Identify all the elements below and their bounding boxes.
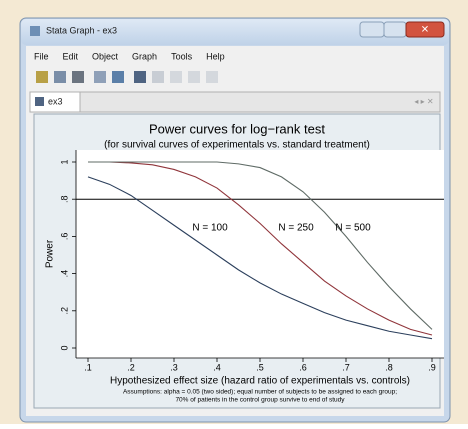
y-tick-label: .6	[59, 233, 69, 241]
close-icon: ✕	[421, 25, 429, 36]
series-line	[88, 161, 433, 330]
toolbar-button[interactable]	[94, 71, 106, 83]
note: Assumptions: alpha = 0.05 (two sided); e…	[123, 389, 397, 396]
plot-region	[76, 150, 444, 358]
y-tick-label: 0	[59, 345, 69, 350]
chart-subtitle: (for survival curves of experimentals vs…	[104, 140, 370, 151]
y-tick-label: .4	[59, 270, 69, 278]
tab-icon	[35, 97, 44, 106]
menu-item[interactable]: Tools	[171, 51, 193, 61]
tab-label: ex3	[48, 96, 63, 106]
toolbar-button[interactable]	[54, 71, 66, 83]
toolbar-button[interactable]	[134, 71, 146, 83]
menu-item[interactable]: Help	[206, 51, 225, 61]
toolbar-button[interactable]	[112, 71, 124, 83]
toolbar-button[interactable]	[188, 71, 200, 83]
series-label: N = 250	[278, 223, 314, 234]
x-tick-label: .8	[385, 362, 393, 372]
y-tick-label: .8	[59, 195, 69, 203]
app-icon	[30, 26, 40, 36]
x-axis-label: Hypothesized effect size (hazard ratio o…	[110, 376, 410, 387]
series-label: N = 500	[335, 223, 371, 234]
toolbar	[36, 71, 218, 83]
close-button[interactable]	[405, 21, 445, 38]
x-tick-label: .2	[127, 362, 135, 372]
toolbar-button[interactable]	[206, 71, 218, 83]
x-tick-label: .5	[256, 362, 264, 372]
y-axis-label: Power	[45, 239, 56, 268]
series-line	[87, 176, 433, 340]
y-tick-label: .2	[59, 307, 69, 315]
tab-nav[interactable]: ◂ ▸ ✕	[414, 97, 433, 106]
series-label: N = 100	[192, 223, 228, 234]
x-tick-label: .9	[428, 362, 436, 372]
title-bar	[21, 19, 449, 45]
toolbar-button[interactable]	[72, 71, 84, 83]
x-tick-label: .4	[213, 362, 221, 372]
series-line	[88, 161, 433, 336]
chart-title: Power curves for log−rank test	[149, 121, 325, 136]
menu-item[interactable]: Graph	[132, 51, 157, 61]
menu-item[interactable]: Edit	[63, 51, 79, 61]
x-tick-label: .1	[84, 362, 92, 372]
minimize-button[interactable]	[359, 21, 385, 38]
toolbar-button[interactable]	[152, 71, 164, 83]
menu-bar: File Edit Object Graph Tools Help	[34, 51, 225, 61]
menu-item[interactable]: Object	[92, 51, 119, 61]
y-tick-label: 1	[59, 159, 69, 164]
x-tick-label: .7	[342, 362, 350, 372]
note: 70% of patients in the control group sur…	[175, 397, 345, 404]
x-tick-label: .6	[299, 362, 307, 372]
menu-item[interactable]: File	[34, 51, 49, 61]
window-title: Stata Graph - ex3	[46, 25, 117, 35]
toolbar-button[interactable]	[36, 71, 48, 83]
toolbar-button[interactable]	[170, 71, 182, 83]
x-tick-label: .3	[170, 362, 178, 372]
maximize-button[interactable]	[383, 21, 407, 38]
tab-bar	[29, 91, 441, 113]
